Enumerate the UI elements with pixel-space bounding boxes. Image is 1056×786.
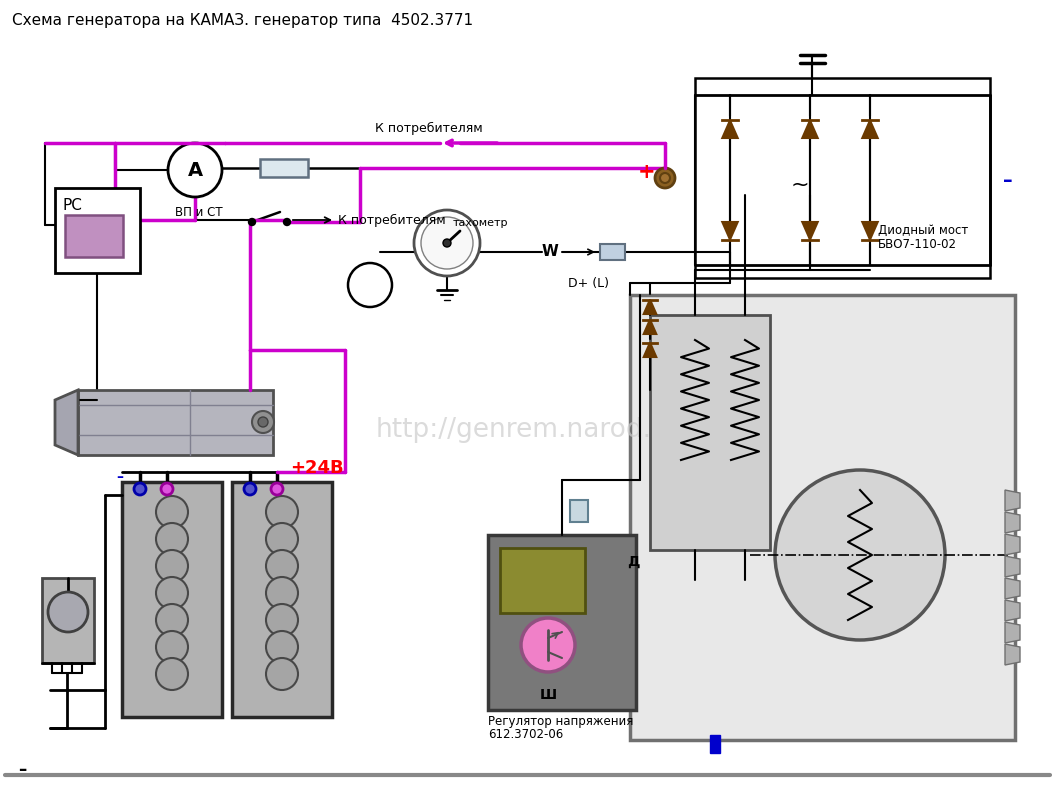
Bar: [650, 315, 770, 550]
Circle shape: [156, 550, 188, 582]
Text: ВП и СТ: ВП и СТ: [175, 205, 223, 219]
Circle shape: [248, 219, 256, 226]
Circle shape: [168, 143, 222, 197]
Bar: [570, 500, 588, 522]
Circle shape: [266, 523, 298, 555]
Text: A: A: [187, 160, 203, 179]
Text: W: W: [542, 244, 559, 259]
Bar: [122, 482, 222, 717]
Text: К потребителям: К потребителям: [338, 214, 446, 226]
Bar: [42, 578, 94, 663]
Circle shape: [266, 496, 298, 528]
Text: +24В: +24В: [290, 459, 343, 477]
Text: Д: Д: [627, 555, 640, 569]
Circle shape: [48, 592, 88, 632]
Bar: [55, 188, 140, 273]
Text: тахометр: тахометр: [453, 218, 509, 228]
Circle shape: [156, 523, 188, 555]
Text: К потребителям: К потребителям: [375, 122, 483, 134]
Circle shape: [134, 483, 146, 495]
Circle shape: [244, 483, 256, 495]
Polygon shape: [644, 343, 656, 357]
Circle shape: [266, 631, 298, 663]
Circle shape: [521, 618, 576, 672]
Circle shape: [271, 483, 283, 495]
Circle shape: [161, 483, 173, 495]
Polygon shape: [1005, 578, 1020, 599]
Text: БВО7-110-02: БВО7-110-02: [878, 238, 957, 252]
Text: Диодный мост: Диодный мост: [878, 223, 968, 237]
Circle shape: [655, 168, 675, 188]
Bar: [630, 295, 1015, 740]
Polygon shape: [722, 120, 738, 138]
Circle shape: [156, 658, 188, 690]
Polygon shape: [1005, 600, 1020, 621]
Circle shape: [156, 631, 188, 663]
Circle shape: [156, 577, 188, 609]
Polygon shape: [55, 390, 78, 455]
Circle shape: [266, 577, 298, 609]
Circle shape: [348, 263, 392, 307]
Bar: [488, 535, 636, 710]
Text: 612.3702-06: 612.3702-06: [488, 729, 563, 741]
Text: +: +: [638, 162, 656, 182]
Circle shape: [266, 604, 298, 636]
Circle shape: [266, 550, 298, 582]
Circle shape: [444, 239, 451, 247]
Circle shape: [156, 604, 188, 636]
Bar: [499, 548, 585, 613]
Circle shape: [414, 210, 480, 276]
Circle shape: [775, 470, 945, 640]
Bar: [260, 159, 308, 177]
Text: D+ (L): D+ (L): [568, 277, 609, 289]
Polygon shape: [803, 222, 817, 240]
Polygon shape: [803, 120, 817, 138]
Polygon shape: [863, 222, 878, 240]
Polygon shape: [1005, 622, 1020, 643]
Circle shape: [258, 417, 268, 427]
Polygon shape: [644, 320, 656, 334]
Polygon shape: [1005, 512, 1020, 533]
Polygon shape: [863, 120, 878, 138]
Text: Схема генератора на КАМАЗ. генератор типа  4502.3771: Схема генератора на КАМАЗ. генератор тип…: [12, 13, 473, 28]
Text: –: –: [18, 761, 26, 779]
Polygon shape: [644, 299, 656, 314]
Text: ~: ~: [791, 175, 809, 195]
Circle shape: [156, 496, 188, 528]
Circle shape: [660, 173, 670, 183]
Text: Регулятор напряжения: Регулятор напряжения: [488, 715, 634, 729]
Bar: [65, 215, 122, 257]
Text: –: –: [1003, 171, 1013, 189]
Text: Ш: Ш: [540, 688, 557, 702]
Circle shape: [421, 217, 473, 269]
Polygon shape: [722, 222, 738, 240]
Circle shape: [283, 219, 290, 226]
Polygon shape: [1005, 534, 1020, 555]
Text: http://genrem.narod.ru: http://genrem.narod.ru: [376, 417, 680, 443]
Bar: [232, 482, 332, 717]
Bar: [695, 78, 991, 278]
Text: –: –: [116, 470, 122, 484]
Bar: [600, 244, 625, 260]
Circle shape: [252, 411, 274, 433]
Polygon shape: [1005, 490, 1020, 511]
Polygon shape: [1005, 556, 1020, 577]
Bar: [710, 735, 720, 753]
Circle shape: [266, 658, 298, 690]
Bar: [78, 390, 274, 455]
Text: РС: РС: [62, 197, 82, 212]
Polygon shape: [1005, 644, 1020, 665]
